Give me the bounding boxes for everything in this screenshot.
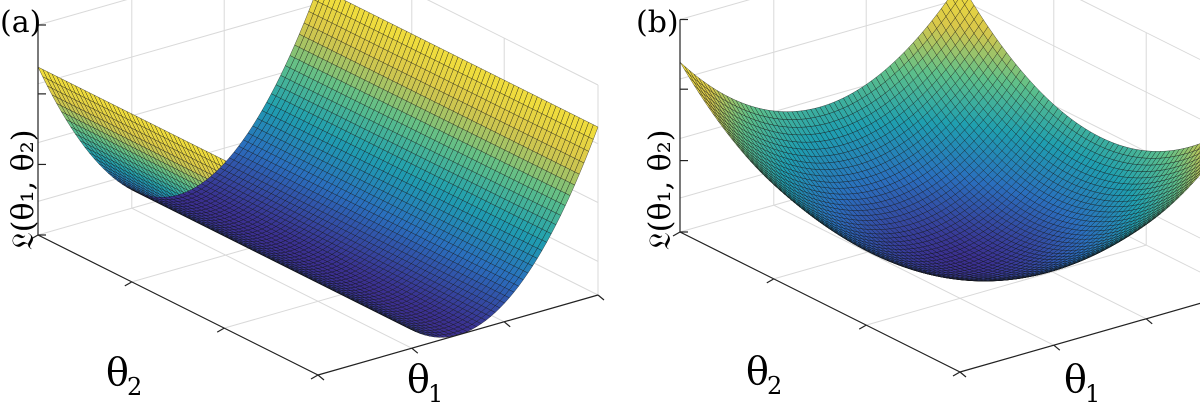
grid-line [131,207,413,349]
panel-label-a: (a) [0,5,41,40]
x-tick [503,321,511,328]
x-tick [411,347,419,354]
grid-line [37,0,599,86]
x-tick [597,294,605,301]
y-tick [124,281,133,287]
y-tick [216,327,225,333]
panel-a: (a) θ 1 θ 2 [0,0,605,407]
y-tick [310,374,319,380]
surface-bowl [679,0,1200,282]
y-axis-label-a: θ 2 [106,350,142,401]
x-tick [317,374,325,381]
surface-valley [37,0,599,338]
x-axis-label-a: θ 1 [407,357,443,407]
panel-b: (b) 𝔏(θ₁, θ₂) θ 1 θ 2 [636,0,1200,407]
